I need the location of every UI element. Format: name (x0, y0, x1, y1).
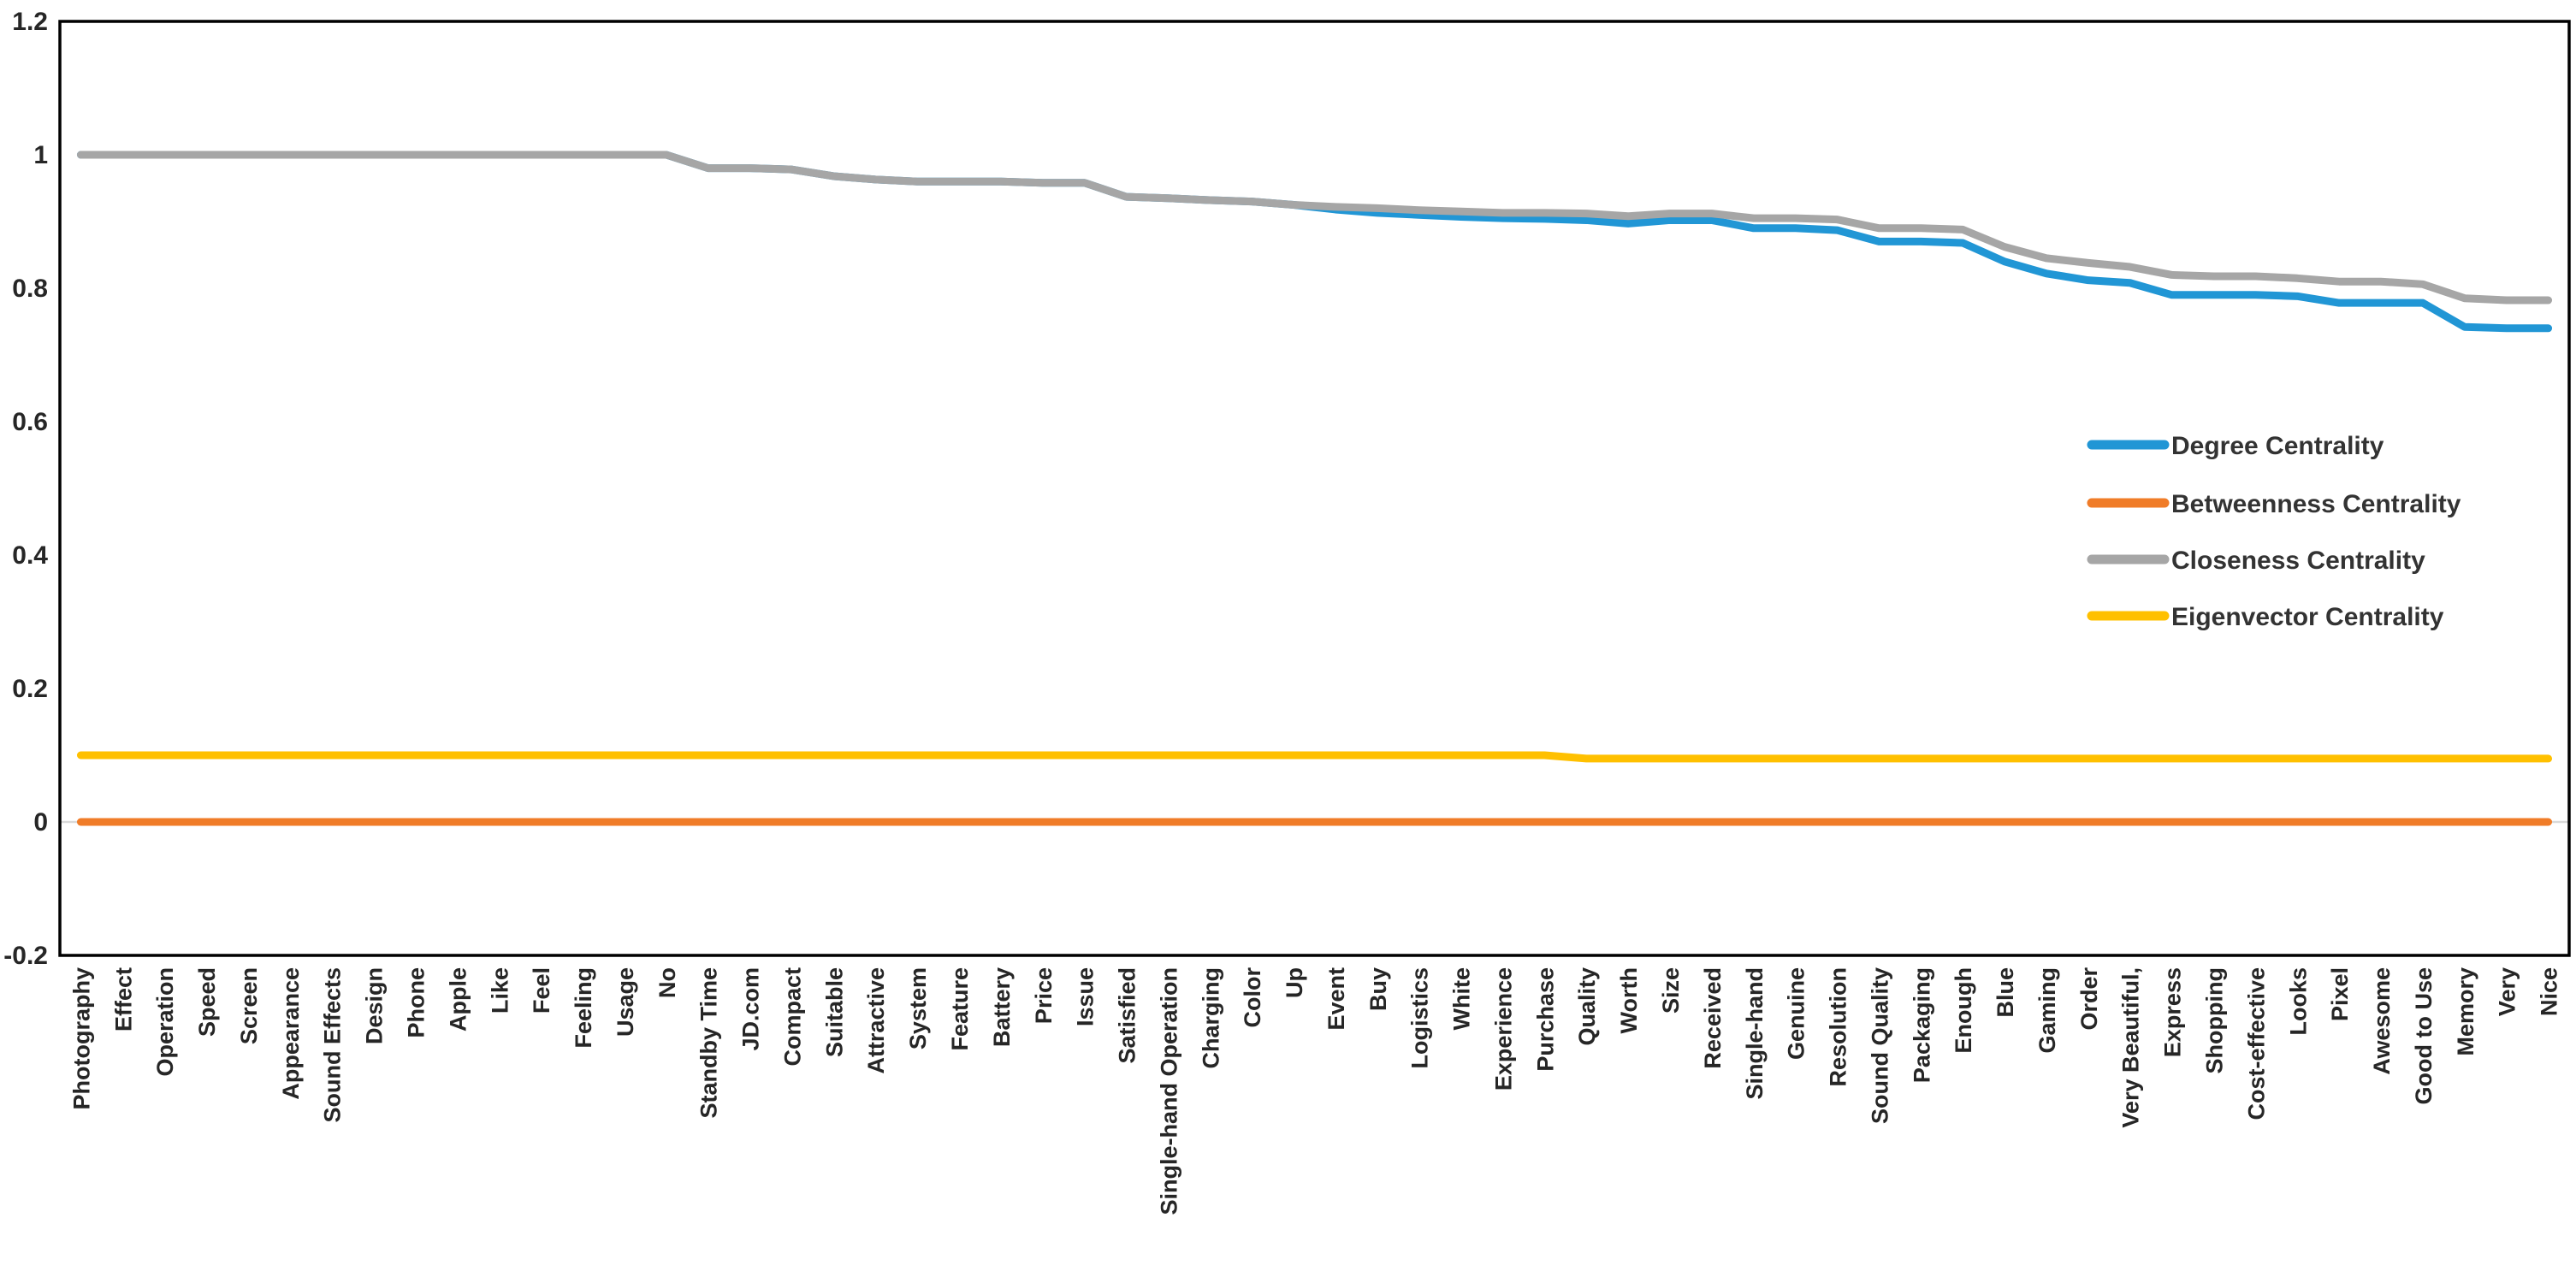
x-category-label: Very Beautiful, (2118, 967, 2144, 1128)
x-category-label: Screen (236, 967, 262, 1044)
x-category-label: Pixel (2327, 967, 2353, 1021)
x-category-label: Price (1031, 967, 1057, 1024)
x-category-label: Worth (1616, 967, 1642, 1033)
legend-label-degree-centrality: Degree Centrality (2171, 432, 2384, 460)
x-category-label: Speed (194, 967, 220, 1037)
x-category-label: No (654, 967, 680, 998)
x-category-label: Awesome (2369, 967, 2395, 1075)
x-category-label: Attractive (863, 967, 889, 1074)
x-category-label: Express (2160, 967, 2186, 1057)
x-category-label: Suitable (821, 967, 847, 1057)
x-category-label: Up (1282, 967, 1307, 998)
x-category-label: Design (362, 967, 388, 1044)
x-category-label: Color (1240, 967, 1265, 1028)
x-category-label: Apple (445, 967, 471, 1032)
x-category-label: Good to Use (2411, 967, 2437, 1105)
x-category-label: Shopping (2201, 967, 2227, 1073)
x-category-label: Quality (1574, 967, 1600, 1046)
x-category-label: Genuine (1784, 967, 1809, 1060)
x-category-label: Single-hand (1742, 967, 1768, 1100)
x-category-label: Blue (1993, 967, 2018, 1018)
x-category-label: Resolution (1826, 967, 1851, 1087)
x-category-label: Satisfied (1115, 967, 1140, 1064)
x-category-label: Single-hand Operation (1156, 967, 1181, 1215)
series-line-eigenvector-centrality[interactable] (76, 751, 2553, 763)
y-tick-label: 0 (33, 808, 48, 836)
x-category-label: Photography (68, 967, 94, 1110)
x-category-label: Looks (2285, 967, 2311, 1036)
y-tick-label: -0.2 (3, 942, 48, 970)
x-category-label: Very (2495, 967, 2520, 1016)
x-category-label: Sound Effects (320, 967, 346, 1123)
x-category-label: Buy (1365, 967, 1391, 1011)
x-category-label: Order (2076, 967, 2102, 1031)
x-category-label: Usage (613, 967, 638, 1037)
x-category-label: Appearance (278, 967, 304, 1100)
x-category-label: Battery (989, 967, 1015, 1047)
x-category-label: Packaging (1909, 967, 1934, 1083)
legend-item-degree-centrality[interactable]: Degree Centrality (2087, 432, 2384, 460)
x-category-label: Event (1324, 967, 1349, 1031)
x-category-label: Charging (1198, 967, 1223, 1069)
y-tick-label: 0.8 (12, 275, 48, 303)
y-tick-label: 1.2 (12, 8, 48, 36)
x-category-label: Like (487, 967, 512, 1014)
x-category-label: Cost-effective (2243, 967, 2269, 1120)
legend-label-eigenvector-centrality: Eigenvector Centrality (2171, 603, 2444, 631)
y-tick-label: 0.4 (12, 541, 48, 570)
x-category-label: White (1449, 967, 1475, 1031)
x-category-label: System (905, 967, 931, 1049)
x-category-label: Effect (110, 967, 136, 1032)
x-category-label: Size (1658, 967, 1684, 1014)
x-category-label: Experience (1490, 967, 1516, 1091)
x-category-label: Received (1700, 967, 1726, 1069)
legend-item-closeness-centrality[interactable]: Closeness Centrality (2087, 547, 2425, 575)
x-category-label: Feel (529, 967, 554, 1014)
y-tick-label: 0.6 (12, 408, 48, 436)
y-tick-label: 1 (33, 141, 48, 169)
y-tick-label: 0.2 (12, 675, 48, 703)
x-category-label: Compact (779, 967, 805, 1067)
x-category-label: Logistics (1407, 967, 1433, 1069)
x-category-label: Nice (2537, 967, 2562, 1016)
x-category-label: Standby Time (696, 967, 722, 1119)
x-category-label: Memory (2453, 967, 2478, 1056)
x-category-label: Phone (404, 967, 429, 1038)
legend-label-closeness-centrality: Closeness Centrality (2171, 547, 2425, 575)
series-line-closeness-centrality[interactable] (76, 151, 2553, 304)
legend-item-eigenvector-centrality[interactable]: Eigenvector Centrality (2087, 603, 2444, 631)
series-line-degree-centrality[interactable] (76, 151, 2553, 333)
x-category-label: Issue (1073, 967, 1099, 1026)
legend-label-betweenness-centrality: Betweenness Centrality (2171, 490, 2461, 518)
x-category-label: Gaming (2034, 967, 2060, 1054)
x-category-label: Feature (947, 967, 973, 1051)
x-category-label: Operation (152, 967, 178, 1077)
legend-item-betweenness-centrality[interactable]: Betweenness Centrality (2087, 490, 2461, 518)
x-category-label: Sound Quality (1867, 967, 1892, 1124)
x-category-label: Purchase (1532, 967, 1558, 1072)
x-category-label: Feeling (571, 967, 596, 1049)
x-category-label: Enough (1951, 967, 1976, 1053)
plot-border (58, 20, 2571, 957)
x-category-label: JD.com (738, 967, 764, 1051)
